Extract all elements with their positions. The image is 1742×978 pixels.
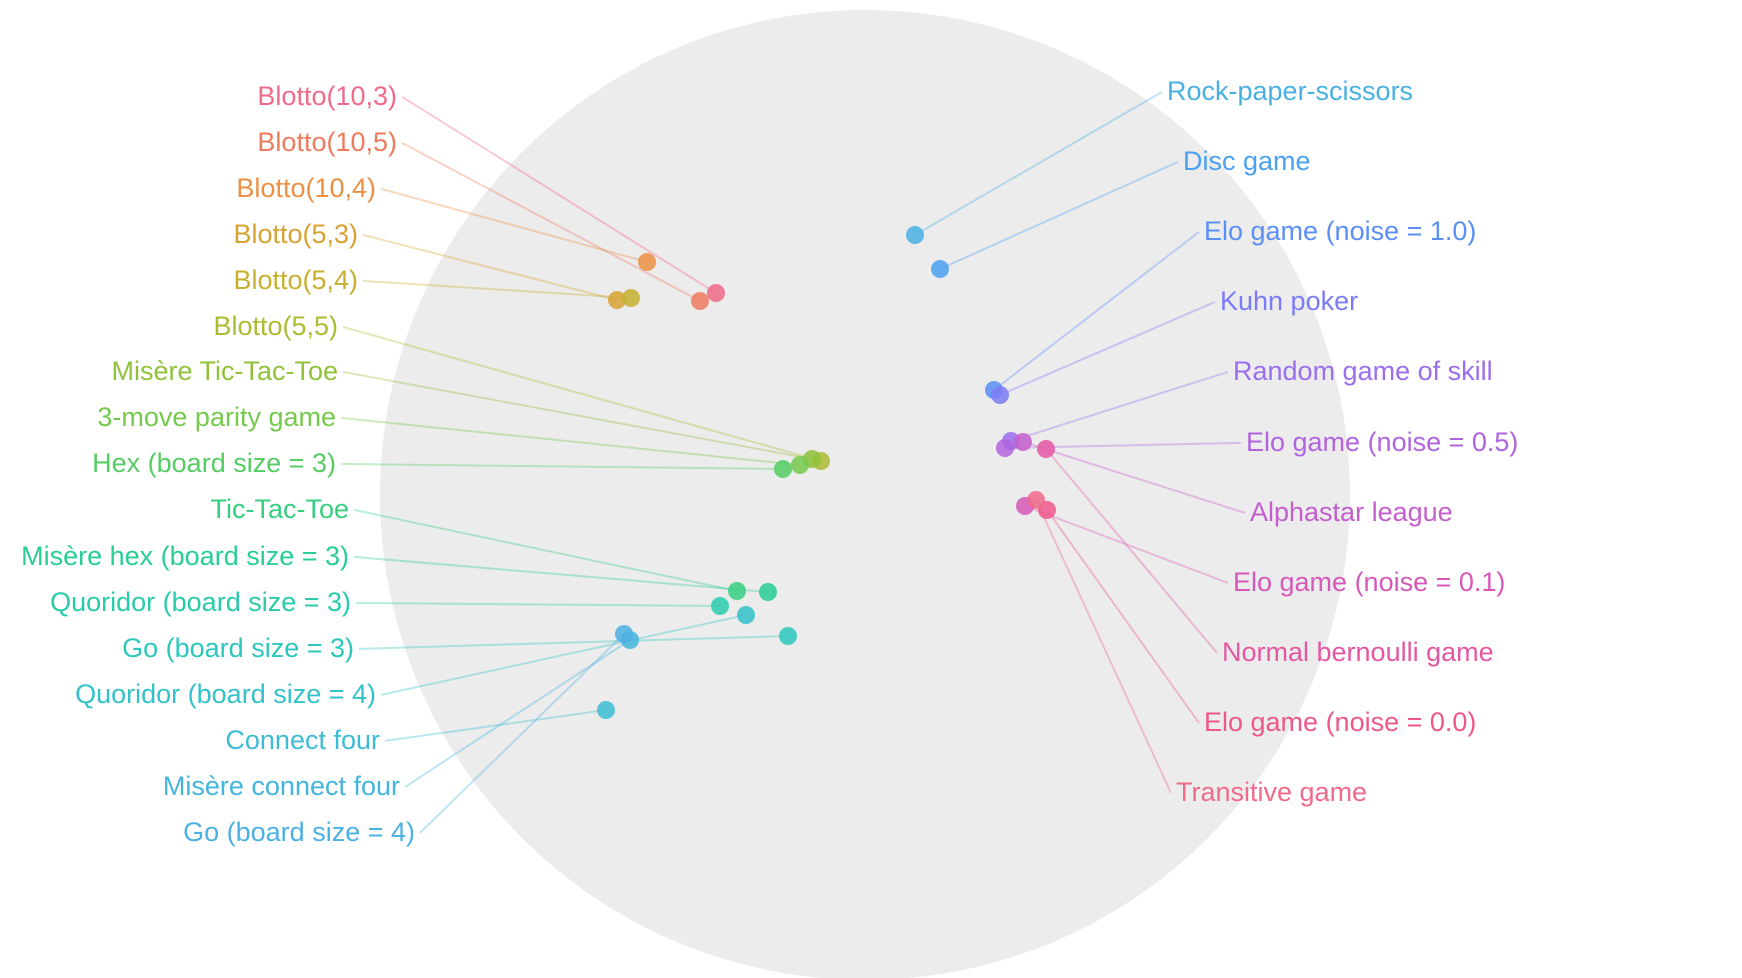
label-random-skill: Random game of skill: [1233, 356, 1493, 386]
point-blotto-10-4: [638, 253, 656, 271]
label-hex-3: Hex (board size = 3): [92, 448, 336, 478]
point-three-move-parity: [791, 456, 809, 474]
label-disc-game: Disc game: [1183, 146, 1311, 176]
label-alphastar: Alphastar league: [1250, 497, 1453, 527]
label-normal-bernoulli: Normal bernoulli game: [1222, 637, 1494, 667]
label-blotto-5-5: Blotto(5,5): [213, 311, 338, 341]
point-rps: [906, 226, 924, 244]
label-blotto-10-3: Blotto(10,3): [257, 81, 397, 111]
label-three-move-parity: 3-move parity game: [97, 402, 336, 432]
scatter-label-chart: Blotto(10,3) Blotto(10,5) Blotto(10,4) Blot…: [0, 0, 1742, 978]
point-hex-3: [774, 460, 792, 478]
label-ttt: Tic-Tac-Toe: [210, 494, 349, 524]
label-misere-ttt: Misère Tic-Tac-Toe: [111, 356, 338, 386]
label-elo-0-1: Elo game (noise = 0.1): [1233, 567, 1505, 597]
point-disc-game: [931, 260, 949, 278]
label-go-4: Go (board size = 4): [183, 817, 415, 847]
label-elo-0-5: Elo game (noise = 0.5): [1246, 427, 1518, 457]
label-go-3: Go (board size = 3): [122, 633, 354, 663]
label-transitive: Transitive game: [1176, 777, 1367, 807]
point-connect-four: [597, 701, 615, 719]
point-transitive: [1027, 491, 1045, 509]
label-quoridor-3: Quoridor (board size = 3): [50, 587, 351, 617]
label-quoridor-4: Quoridor (board size = 4): [75, 679, 376, 709]
label-connect-four: Connect four: [225, 725, 380, 755]
label-misere-c4: Misère connect four: [163, 771, 400, 801]
point-misere-hex-3: [759, 583, 777, 601]
point-kuhn-poker: [991, 386, 1009, 404]
point-quoridor-4: [737, 606, 755, 624]
point-normal-bernoulli: [1037, 440, 1055, 458]
label-rps: Rock-paper-scissors: [1167, 76, 1413, 106]
label-misere-hex-3: Misère hex (board size = 3): [21, 541, 349, 571]
point-ttt: [728, 582, 746, 600]
label-blotto-10-4: Blotto(10,4): [236, 173, 376, 203]
label-blotto-5-3: Blotto(5,3): [233, 219, 358, 249]
label-elo-1-0: Elo game (noise = 1.0): [1204, 216, 1476, 246]
label-blotto-10-5: Blotto(10,5): [257, 127, 397, 157]
label-blotto-5-4: Blotto(5,4): [233, 265, 358, 295]
point-quoridor-3: [711, 597, 729, 615]
label-elo-0-0: Elo game (noise = 0.0): [1204, 707, 1476, 737]
point-blotto-10-5: [691, 292, 709, 310]
point-go-4: [615, 625, 633, 643]
point-go-3: [779, 627, 797, 645]
point-elo-0-5: [996, 439, 1014, 457]
point-blotto-5-4: [622, 289, 640, 307]
point-blotto-10-3: [707, 284, 725, 302]
point-alphastar: [1014, 433, 1032, 451]
label-kuhn-poker: Kuhn poker: [1220, 286, 1358, 316]
